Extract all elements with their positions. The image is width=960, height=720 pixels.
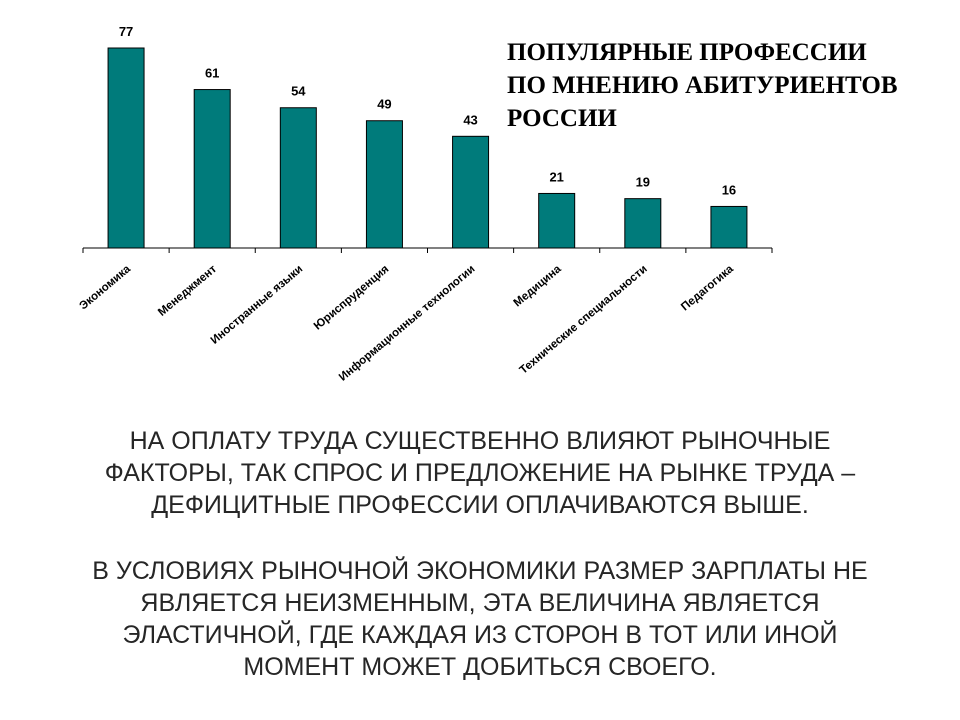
category-label: Педагогика (679, 263, 736, 314)
bars (107, 47, 748, 249)
value-label: 19 (636, 175, 650, 190)
category-label: Медицина (512, 263, 564, 310)
category-label: Экономика (78, 263, 134, 313)
bar (452, 135, 490, 249)
bar (538, 192, 576, 249)
value-label: 21 (549, 169, 563, 184)
value-label: 61 (205, 66, 219, 81)
text-paragraph-market-economy: В УСЛОВИЯХ РЫНОЧНОЙ ЭКОНОМИКИ РАЗМЕР ЗАР… (40, 555, 920, 683)
value-label: 54 (291, 84, 306, 99)
paragraph-line: ЭЛАСТИЧНОЙ, ГДЕ КАЖДАЯ ИЗ СТОРОН В ТОТ И… (122, 621, 838, 649)
bar (279, 107, 317, 249)
paragraph-line: В УСЛОВИЯХ РЫНОЧНОЙ ЭКОНОМИКИ РАЗМЕР ЗАР… (92, 557, 868, 585)
category-label: Информационные технологии (337, 263, 477, 384)
bar (710, 205, 748, 249)
value-label: 43 (463, 112, 477, 127)
value-labels: 77 61 54 49 43 21 19 16 (119, 24, 736, 197)
paragraph-line: ФАКТОРЫ, ТАК СПРОС И ПРЕДЛОЖЕНИЕ НА РЫНК… (104, 459, 856, 487)
bar (107, 47, 145, 249)
chart-title-line: ПО МНЕНИЮ АБИТУРИЕНТОВ (507, 72, 898, 99)
category-label: Юриспруденция (312, 263, 392, 332)
paragraph-line: ЯВЛЯЕТСЯ НЕИЗМЕННЫМ, ЭТА ВЕЛИЧИНА ЯВЛЯЕТ… (140, 589, 820, 617)
value-label: 77 (119, 24, 133, 39)
paragraph-line: МОМЕНТ МОЖЕТ ДОБИТЬСЯ СВОЕГО. (243, 653, 717, 681)
chart-title: ПОПУЛЯРНЫЕ ПРОФЕССИИ ПО МНЕНИЮ АБИТУРИЕН… (507, 36, 947, 135)
bar (365, 120, 403, 249)
bar (193, 89, 231, 249)
value-label: 49 (377, 97, 391, 112)
chart-title-line: РОССИИ (507, 105, 617, 132)
x-axis (82, 247, 773, 253)
value-label: 16 (722, 182, 736, 197)
bar (624, 198, 662, 249)
category-label: Иностранные языки (209, 263, 306, 347)
text-paragraph-labor-factors: НА ОПЛАТУ ТРУДА СУЩЕСТВЕННО ВЛИЯЮТ РЫНОЧ… (40, 425, 920, 521)
category-label: Менеджмент (156, 263, 219, 319)
chart-title-line: ПОПУЛЯРНЫЕ ПРОФЕССИИ (507, 39, 867, 66)
paragraph-line: НА ОПЛАТУ ТРУДА СУЩЕСТВЕННО ВЛИЯЮТ РЫНОЧ… (129, 427, 831, 455)
bar-chart: 77 61 54 49 43 21 19 16 Экономика МенеджментИнос… (78, 24, 773, 384)
paragraph-line: ДЕФИЦИТНЫЕ ПРОФЕССИИ ОПЛАЧИВАЮТСЯ ВЫШЕ. (151, 491, 809, 519)
